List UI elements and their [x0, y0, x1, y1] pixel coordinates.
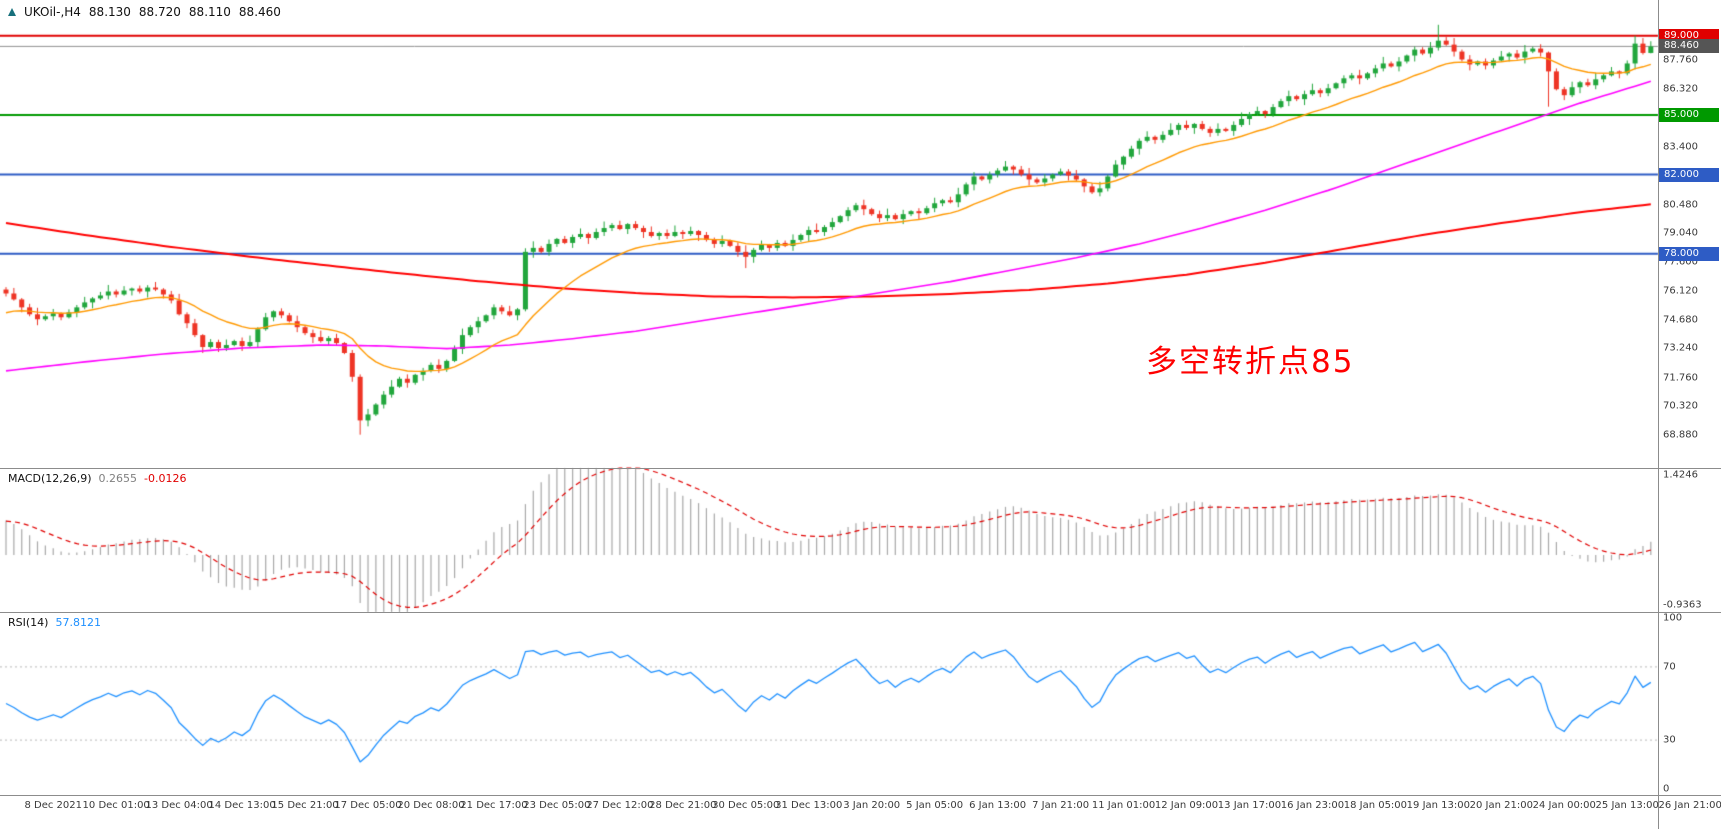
- time-label: 10 Dec 01:00: [82, 800, 150, 811]
- time-label: 7 Jan 21:00: [1032, 800, 1090, 811]
- rsi-level-label: 100: [1663, 612, 1683, 624]
- symbol-name: UKOil-,H4: [24, 5, 81, 19]
- time-label: 17 Dec 05:00: [334, 800, 402, 811]
- price-tick-label: 83.400: [1663, 141, 1698, 153]
- time-label: 13 Jan 17:00: [1217, 800, 1282, 811]
- annotation-text[interactable]: 多空转折点85: [1146, 344, 1355, 380]
- price-tick-label: 70.320: [1663, 400, 1698, 412]
- price-tick-label: 77.600: [1663, 256, 1698, 268]
- rsi-value: 57.8121: [55, 616, 101, 629]
- price-tick-label: 74.680: [1663, 314, 1698, 326]
- price-tick-label: 76.120: [1663, 285, 1698, 297]
- macd-axis-min: -0.9363: [1663, 599, 1702, 611]
- time-label: 12 Jan 09:00: [1154, 800, 1219, 811]
- time-label: 20 Jan 21:00: [1469, 800, 1533, 811]
- time-label: 11 Jan 01:00: [1091, 800, 1156, 811]
- time-label: 5 Jan 05:00: [906, 800, 964, 811]
- price-tick-label: 86.320: [1663, 83, 1698, 95]
- rsi-level-label: 0: [1663, 783, 1670, 795]
- macd-signal-value: -0.0126: [144, 472, 187, 485]
- macd-label: MACD(12,26,9) 0.2655 -0.0126: [8, 472, 187, 485]
- price-tick-label: 79.040: [1663, 227, 1698, 239]
- time-label: 15 Dec 21:00: [271, 800, 339, 811]
- macd-axis-max: 1.4246: [1663, 469, 1698, 481]
- ohlc-open: 88.130: [88, 5, 131, 19]
- time-label: 13 Dec 04:00: [145, 800, 213, 811]
- time-label: 6 Jan 13:00: [969, 800, 1027, 811]
- ohlc-low: 88.110: [188, 5, 231, 19]
- time-label: 3 Jan 20:00: [843, 800, 901, 811]
- time-label: 28 Dec 21:00: [649, 800, 717, 811]
- ohlc-high: 88.720: [138, 5, 181, 19]
- hline-price-tag[interactable]: 85.000: [1659, 108, 1719, 123]
- time-label: 27 Dec 12:00: [586, 800, 654, 811]
- price-tick-label: 68.880: [1663, 429, 1698, 441]
- hline-price-tag[interactable]: 82.000: [1659, 167, 1719, 182]
- price-tick-label: 87.760: [1663, 54, 1698, 66]
- time-label: 16 Jan 23:00: [1280, 800, 1345, 811]
- bid-price-tag: 88.460: [1659, 39, 1719, 54]
- price-tick-label: 71.760: [1663, 372, 1698, 384]
- price-tick-label: 80.480: [1663, 199, 1698, 211]
- rsi-level-label: 30: [1663, 734, 1676, 746]
- time-label: 21 Dec 17:00: [460, 800, 528, 811]
- time-label: 19 Jan 13:00: [1406, 800, 1470, 811]
- rsi-label: RSI(14) 57.8121: [8, 616, 101, 629]
- time-label: 26 Jan 21:00: [1658, 800, 1721, 811]
- time-label: 24 Jan 00:00: [1532, 800, 1596, 811]
- time-label: 8 Dec 2021: [24, 800, 82, 811]
- macd-main-value: 0.2655: [98, 472, 138, 485]
- time-label: 23 Dec 05:00: [523, 800, 591, 811]
- macd-name: MACD(12,26,9): [8, 472, 92, 485]
- hline-price-tag[interactable]: 78.000: [1659, 246, 1719, 261]
- pane-separator-macd[interactable]: [0, 468, 1721, 469]
- time-axis-separator: [0, 795, 1721, 796]
- time-label: 20 Dec 08:00: [397, 800, 465, 811]
- rsi-name: RSI(14): [8, 616, 49, 629]
- symbol-icon: [8, 8, 16, 16]
- time-label: 30 Dec 05:00: [712, 800, 780, 811]
- time-label: 31 Dec 13:00: [775, 800, 843, 811]
- rsi-level-label: 70: [1663, 661, 1676, 673]
- ohlc-close: 88.460: [238, 5, 281, 19]
- hline-price-tag[interactable]: 89.000: [1659, 28, 1719, 43]
- chart-title: UKOil-,H4 88.130 88.720 88.110 88.460: [8, 5, 281, 19]
- time-label: 18 Jan 05:00: [1343, 800, 1408, 811]
- time-label: 25 Jan 13:00: [1595, 800, 1659, 811]
- time-label: 14 Dec 13:00: [208, 800, 276, 811]
- pane-separator-rsi[interactable]: [0, 612, 1721, 613]
- price-axis-separator: [1658, 0, 1659, 829]
- price-tick-label: 73.240: [1663, 342, 1698, 354]
